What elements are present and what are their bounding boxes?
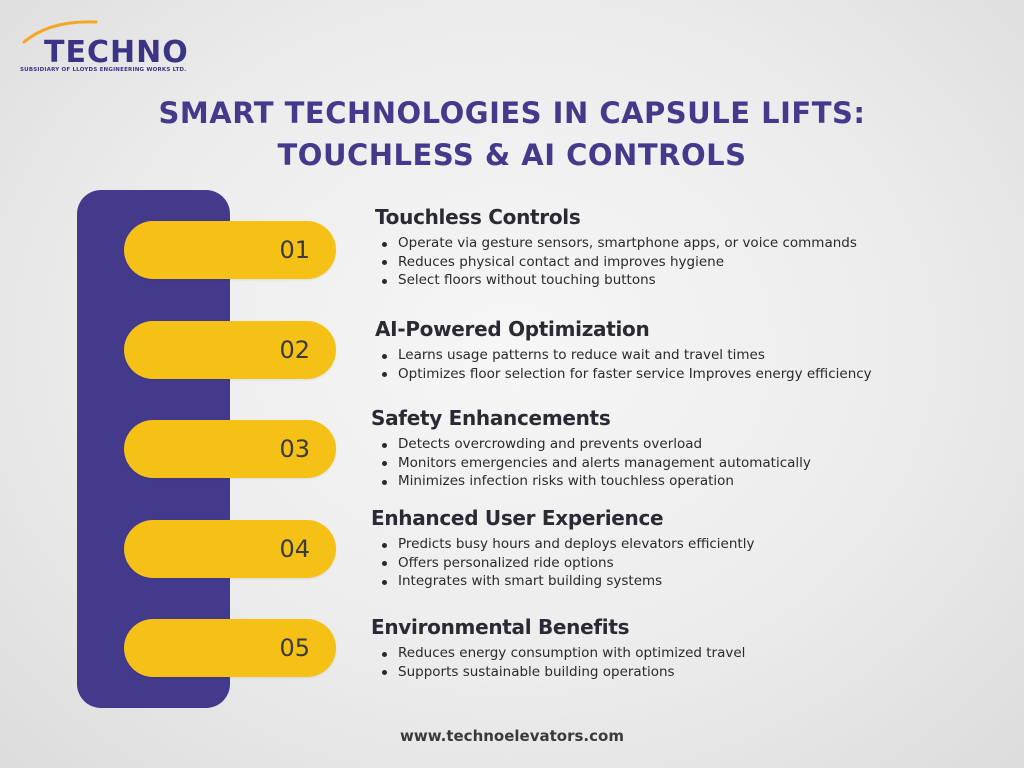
section-ai-optimization: AI-Powered Optimization Learns usage pat…: [375, 316, 872, 383]
bullet-list: Operate via gesture sensors, smartphone …: [375, 234, 857, 290]
section-touchless-controls: Touchless Controls Operate via gesture s…: [375, 204, 857, 290]
page-title-line-2: TOUCHLESS & AI CONTROLS: [277, 138, 747, 172]
list-item: Offers personalized ride options: [381, 554, 754, 573]
list-item: Reduces physical contact and improves hy…: [382, 253, 857, 272]
number-label: 03: [279, 435, 310, 463]
list-item: Monitors emergencies and alerts manageme…: [382, 454, 811, 471]
section-user-experience: Enhanced User Experience Predicts busy h…: [371, 505, 754, 591]
section-safety-enhancements: Safety Enhancements Detects overcrowding…: [371, 405, 811, 491]
list-item: Detects overcrowding and prevents overlo…: [382, 435, 811, 454]
number-label: 05: [279, 634, 310, 662]
number-pill-04: 04: [124, 520, 336, 578]
brand-logo: TECHNO SUBSIDIARY OF LLOYDS ENGINEERING …: [20, 16, 190, 73]
bullet-list: Reduces energy consumption with optimize…: [371, 644, 745, 681]
section-heading: Environmental Benefits: [371, 615, 630, 639]
section-heading: Safety Enhancements: [371, 406, 611, 430]
list-item: Predicts busy hours and deploys elevator…: [381, 536, 755, 552]
bullet-list: Learns usage patterns to reduce wait and…: [375, 346, 872, 383]
number-pill-02: 02: [124, 321, 336, 379]
list-item: Select floors without touching buttons: [382, 271, 857, 290]
section-heading: Enhanced User Experience: [371, 506, 664, 530]
number-label: 01: [279, 236, 310, 264]
list-item: Reduces energy consumption with optimize…: [381, 645, 746, 661]
number-label: 02: [279, 336, 310, 364]
bullet-list: Predicts busy hours and deploys elevator…: [371, 535, 754, 591]
page-title: SMART TECHNOLOGIES IN CAPSULE LIFTS: TOU…: [0, 92, 1024, 176]
website-link[interactable]: www.technoelevators.com: [400, 727, 624, 745]
list-item: Operate via gesture sensors, smartphone …: [382, 235, 857, 251]
brand-name: TECHNO: [44, 35, 189, 70]
list-item: Supports sustainable building operations: [381, 663, 745, 682]
list-item: Learns usage patterns to reduce wait and…: [382, 346, 872, 365]
brand-tagline: SUBSIDIARY OF LLOYDS ENGINEERING WORKS L…: [20, 67, 187, 73]
number-label: 04: [279, 535, 310, 563]
list-item: Integrates with smart building systems: [381, 572, 754, 591]
section-heading: AI-Powered Optimization: [375, 317, 650, 341]
logo-swoosh-icon: [22, 20, 98, 44]
number-pill-03: 03: [124, 420, 336, 478]
list-item: Optimizes floor selection for faster ser…: [382, 365, 872, 382]
section-environmental-benefits: Environmental Benefits Reduces energy co…: [371, 614, 745, 681]
bullet-list: Detects overcrowding and prevents overlo…: [371, 435, 811, 491]
list-item: Minimizes infection risks with touchless…: [382, 472, 811, 491]
page-title-line-1: SMART TECHNOLOGIES IN CAPSULE LIFTS:: [158, 96, 866, 130]
section-heading: Touchless Controls: [375, 205, 581, 229]
number-pill-01: 01: [124, 221, 336, 279]
number-pill-05: 05: [124, 619, 336, 677]
